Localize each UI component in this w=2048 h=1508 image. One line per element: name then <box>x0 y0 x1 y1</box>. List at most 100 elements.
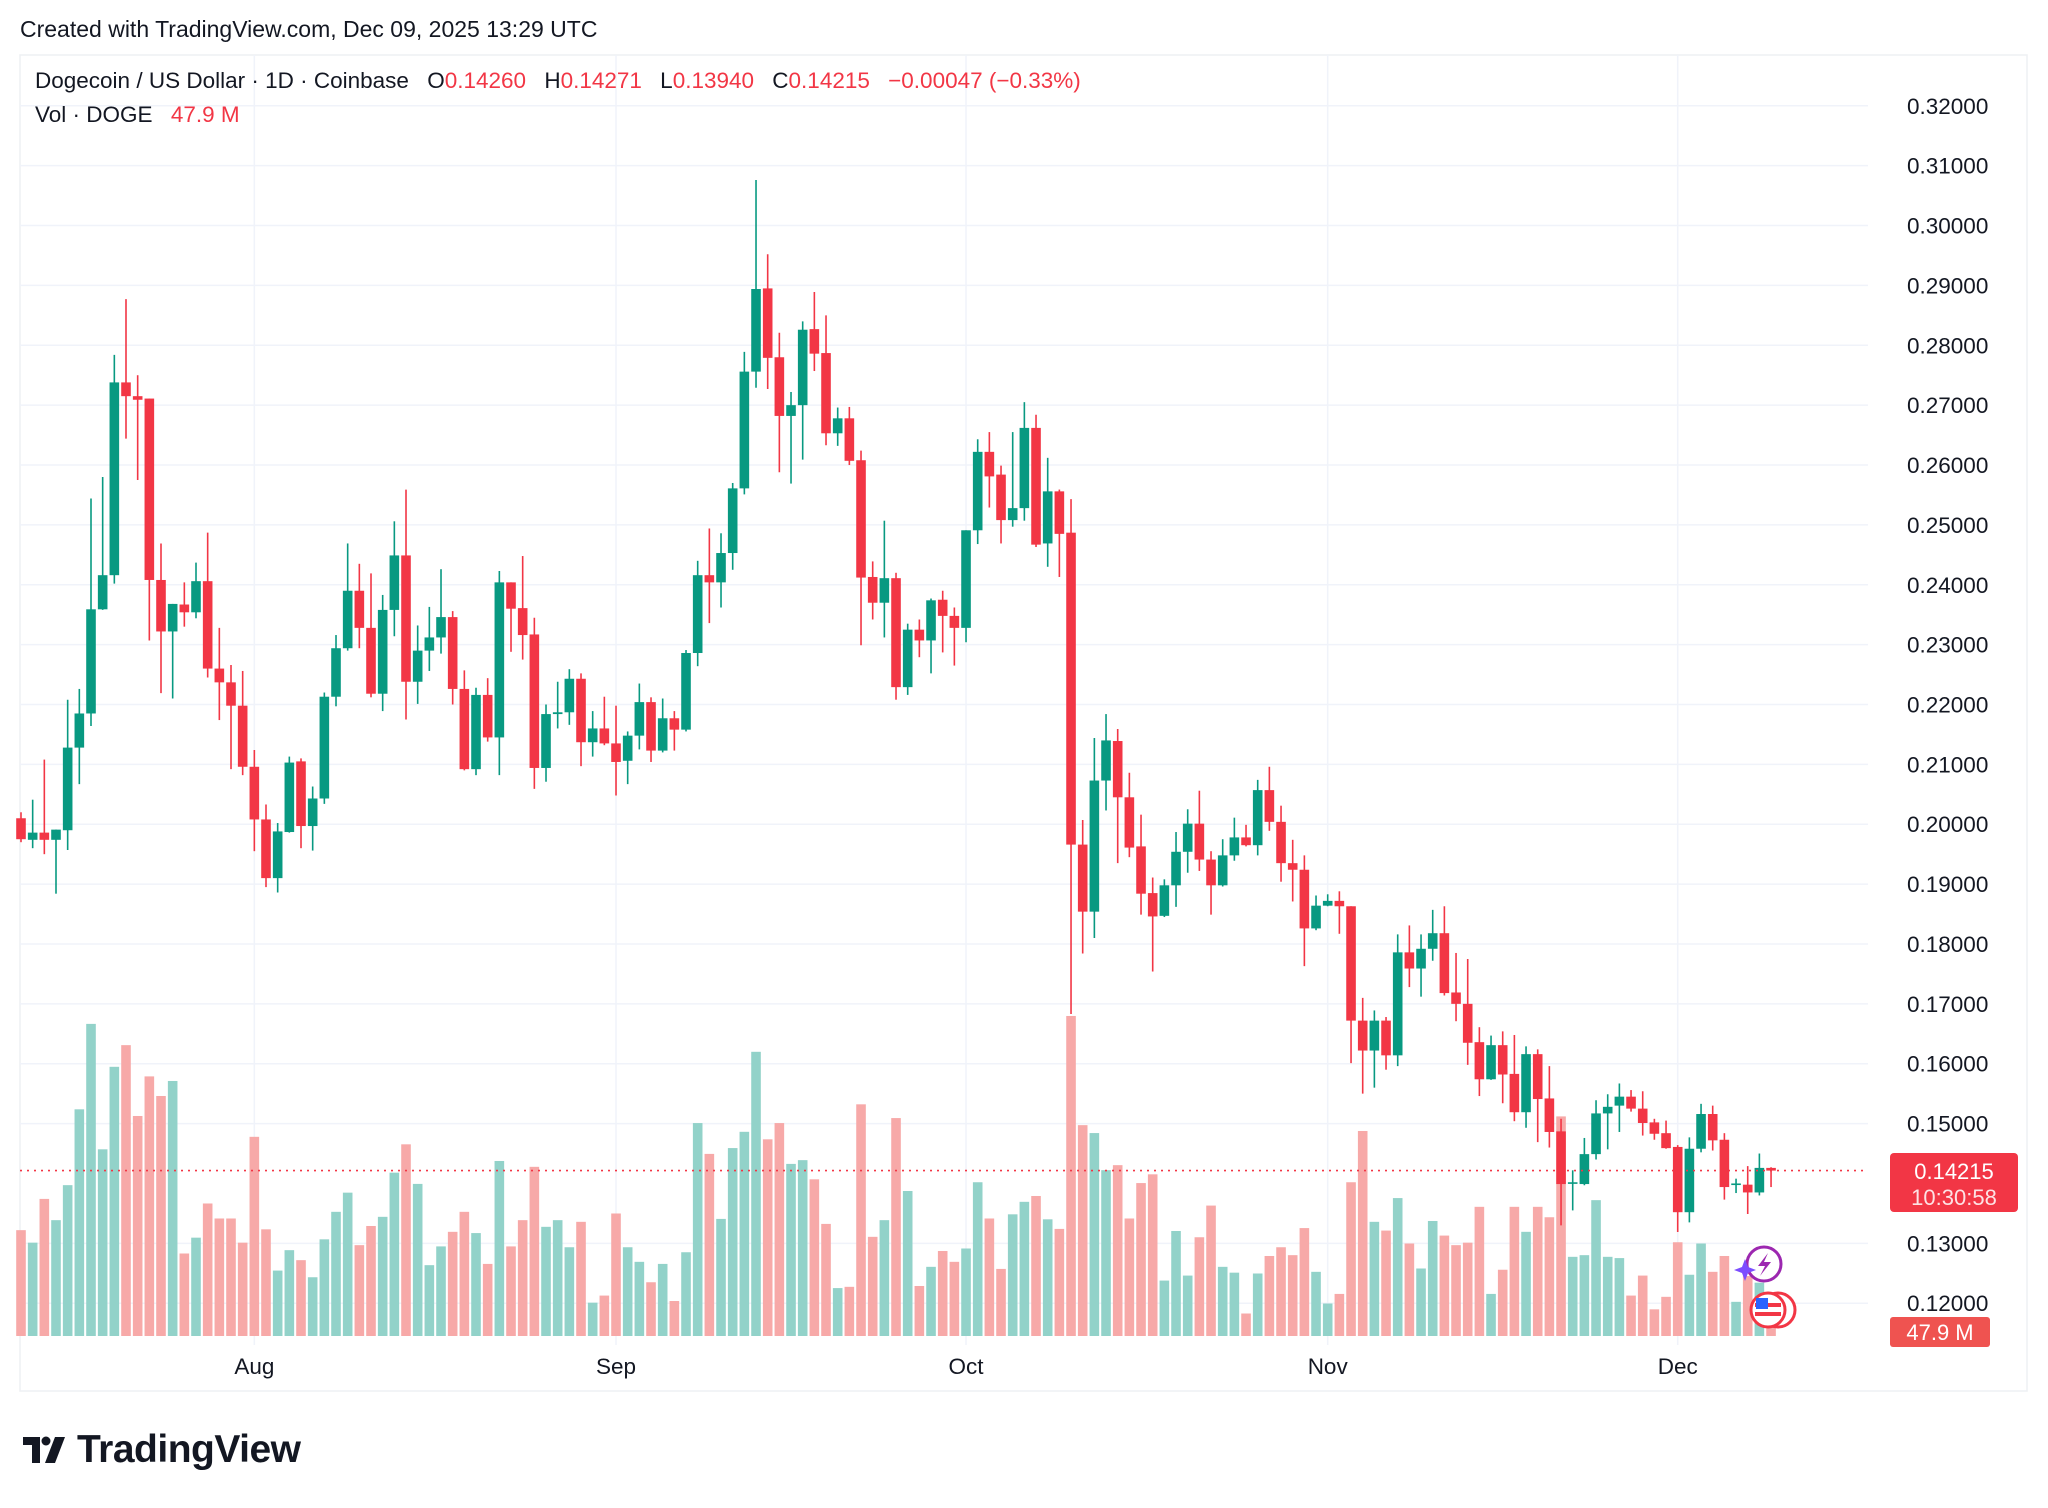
candle[interactable] <box>179 582 190 627</box>
candle[interactable] <box>156 543 166 694</box>
candle[interactable] <box>471 687 481 776</box>
candle[interactable] <box>1136 814 1146 915</box>
candle[interactable] <box>1229 817 1240 861</box>
candle[interactable] <box>669 711 680 751</box>
candle[interactable] <box>1427 909 1438 961</box>
candle[interactable] <box>844 406 855 466</box>
candle[interactable] <box>587 711 598 757</box>
candle[interactable] <box>214 627 225 721</box>
candle[interactable] <box>1486 1035 1496 1080</box>
candle[interactable] <box>1556 1118 1566 1226</box>
candle[interactable] <box>1322 894 1333 907</box>
candle[interactable] <box>1602 1094 1613 1150</box>
lightning-event-icon[interactable] <box>1734 1245 1783 1283</box>
candle[interactable] <box>646 697 656 762</box>
candle[interactable] <box>39 759 50 855</box>
candle[interactable] <box>1637 1091 1648 1136</box>
candle[interactable] <box>226 664 236 770</box>
candle[interactable] <box>1684 1137 1695 1223</box>
candle[interactable] <box>1357 997 1368 1094</box>
candle[interactable] <box>622 731 633 785</box>
candle[interactable] <box>517 556 528 660</box>
candle[interactable] <box>972 439 983 545</box>
candle[interactable] <box>914 619 925 658</box>
candle[interactable] <box>902 623 913 695</box>
candle[interactable] <box>51 829 61 894</box>
candle[interactable] <box>1066 499 1076 1015</box>
candle[interactable] <box>1497 1031 1508 1104</box>
candle[interactable] <box>1649 1118 1660 1140</box>
candle[interactable] <box>342 543 353 651</box>
candle[interactable] <box>634 683 645 750</box>
candle[interactable] <box>1392 934 1403 1067</box>
us-flag-event-icon[interactable] <box>1749 1291 1797 1329</box>
candle[interactable] <box>564 669 575 725</box>
candle[interactable] <box>447 611 458 705</box>
candle[interactable] <box>202 532 213 678</box>
candle[interactable] <box>529 617 540 789</box>
candle[interactable] <box>401 489 411 720</box>
candle[interactable] <box>1462 958 1473 1065</box>
candle[interactable] <box>97 476 108 610</box>
candle[interactable] <box>412 625 423 704</box>
candle[interactable] <box>1614 1083 1625 1132</box>
candle[interactable] <box>482 678 493 742</box>
candle[interactable] <box>821 315 831 446</box>
candle[interactable] <box>1031 414 1041 548</box>
candle[interactable] <box>739 351 750 495</box>
candle[interactable] <box>552 681 563 729</box>
candle[interactable] <box>1206 851 1216 915</box>
candle[interactable] <box>62 699 73 850</box>
candle[interactable] <box>1544 1066 1555 1148</box>
candle[interactable] <box>1416 934 1426 997</box>
candle[interactable] <box>727 482 738 570</box>
candle[interactable] <box>879 520 890 638</box>
candle[interactable] <box>1287 839 1298 902</box>
candle[interactable] <box>494 570 505 776</box>
candle[interactable] <box>984 432 995 508</box>
candle[interactable] <box>1194 790 1205 871</box>
candle[interactable] <box>1264 766 1275 831</box>
candle[interactable] <box>1159 879 1170 918</box>
candle[interactable] <box>1591 1100 1601 1160</box>
candle[interactable] <box>1626 1090 1636 1112</box>
candle[interactable] <box>751 180 761 388</box>
tradingview-logo[interactable]: TradingView <box>23 1428 301 1472</box>
candle[interactable] <box>389 521 400 637</box>
symbol-title[interactable]: Dogecoin / US Dollar · 1D · Coinbase <box>35 68 409 93</box>
candle[interactable] <box>576 673 586 767</box>
candle[interactable] <box>459 670 470 771</box>
candle[interactable] <box>1661 1120 1671 1149</box>
candle[interactable] <box>949 607 960 666</box>
candle[interactable] <box>1101 714 1111 811</box>
candle[interactable] <box>1439 906 1450 996</box>
candle[interactable] <box>1171 832 1181 907</box>
candle[interactable] <box>786 391 796 484</box>
candle[interactable] <box>1042 457 1053 567</box>
candle[interactable] <box>762 254 773 389</box>
candle[interactable] <box>16 812 26 843</box>
candle[interactable] <box>144 398 155 641</box>
candle[interactable] <box>1346 906 1356 1064</box>
candle[interactable] <box>366 573 376 698</box>
candle[interactable] <box>1311 895 1321 931</box>
candle[interactable] <box>1299 855 1310 967</box>
candle[interactable] <box>1381 1017 1391 1070</box>
price-axis[interactable]: 0.32000 0.31000 0.30000 0.29000 0.28000 0.270… <box>1907 94 1988 1316</box>
candle[interactable] <box>1532 1049 1543 1143</box>
candle[interactable] <box>797 321 808 460</box>
candle[interactable] <box>1521 1046 1531 1128</box>
candle[interactable] <box>377 594 388 712</box>
candle[interactable] <box>937 590 948 653</box>
candle[interactable] <box>1404 925 1415 988</box>
candle[interactable] <box>1731 1178 1741 1194</box>
candle[interactable] <box>716 533 726 608</box>
candle[interactable] <box>1567 1170 1578 1211</box>
candle[interactable] <box>424 606 435 671</box>
candle[interactable] <box>74 688 85 785</box>
candle[interactable] <box>1707 1105 1718 1151</box>
candle[interactable] <box>331 635 341 707</box>
candle[interactable] <box>1089 738 1100 938</box>
candle[interactable] <box>856 450 866 646</box>
